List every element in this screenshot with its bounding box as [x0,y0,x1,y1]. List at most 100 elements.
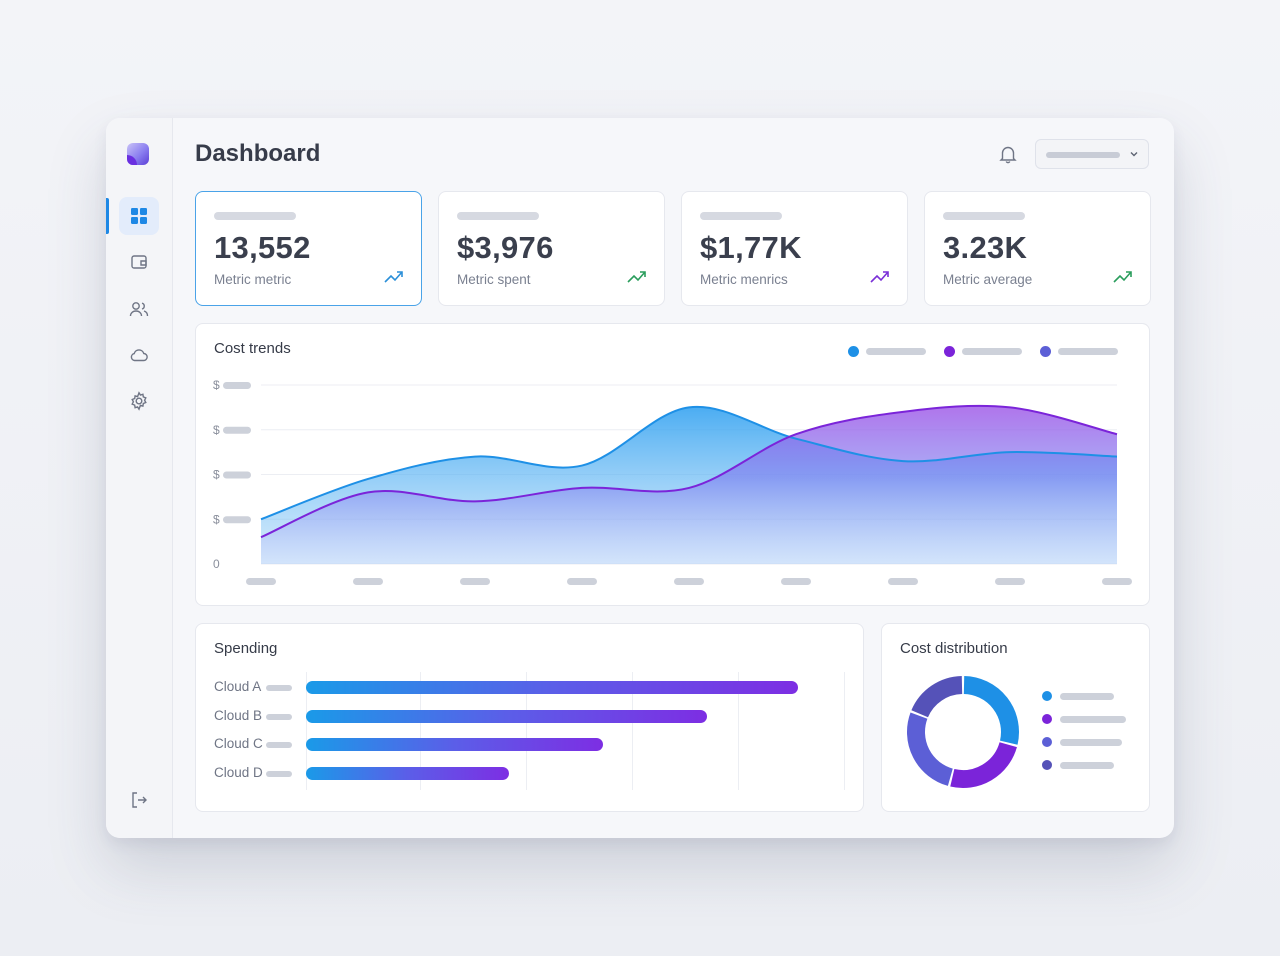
legend-label-placeholder [1060,715,1126,723]
legend-item [1042,714,1126,724]
metric-card[interactable]: $1,77K Metric menrics [681,191,908,306]
account-name-placeholder [1046,152,1120,158]
cost-trends-card: Cost trends [195,323,1150,606]
x-tick-placeholder [460,578,490,585]
spending-bar[interactable] [306,709,708,723]
legend-dot [1042,760,1052,770]
app-logo [127,143,149,165]
cost-distribution-card: Cost distribution [881,623,1150,812]
sidebar-item-cloud[interactable] [119,336,159,374]
legend-dot [848,346,859,357]
legend-label-placeholder [962,348,1022,355]
trend-up-icon [627,271,646,283]
legend-label-placeholder [866,348,926,355]
y-tick-label: $ [213,423,220,437]
cost-distribution-donut [907,676,1019,788]
users-icon [129,302,149,317]
chart-title: Cost trends [214,340,291,357]
x-tick-placeholder [1102,578,1132,585]
legend-dot [1042,714,1052,724]
bell-icon [999,146,1017,164]
gridline [844,672,845,790]
x-tick-placeholder [246,578,276,585]
sidebar-item-users[interactable] [119,290,159,328]
chevron-down-icon [1130,152,1138,157]
dashboard-icon [131,208,147,224]
series-line [260,404,1118,539]
legend-item [1042,737,1122,747]
account-dropdown[interactable] [1035,139,1149,169]
donut-slice[interactable] [907,712,954,786]
donut-slice[interactable] [911,676,963,718]
wallet-icon [131,255,147,269]
logout-icon [132,792,147,808]
distribution-title: Cost distribution [900,640,1008,657]
y-tick-label: $ [213,512,220,526]
trend-up-icon [384,271,403,283]
metric-title-placeholder [457,212,539,220]
active-nav-indicator [106,198,109,234]
gridline [632,672,633,790]
metric-value: 13,552 [214,230,311,265]
gridline [306,672,307,790]
x-tick-placeholder [995,578,1025,585]
metric-label: Metric menrics [700,272,788,287]
logout-button[interactable] [119,781,159,819]
bar-label: Cloud C [214,736,263,751]
spending-bar[interactable] [306,738,603,751]
spending-bar[interactable] [306,681,799,694]
donut-slice[interactable] [950,741,1017,788]
series-line [260,405,1118,521]
cloud-icon [130,349,148,362]
legend-item [1042,691,1114,701]
metric-card[interactable]: 3.23K Metric average [924,191,1151,306]
legend-dot [1040,346,1051,357]
legend-item [1040,346,1118,357]
x-tick-placeholder [781,578,811,585]
donut-slice[interactable] [963,676,1019,745]
app-window: Dashboard 13,552 Metric metric $3,976 [106,118,1174,838]
metric-card[interactable]: $3,976 Metric spent [438,191,665,306]
legend-item [944,346,1022,357]
spending-bar[interactable] [306,766,510,780]
sidebar-item-dashboard[interactable] [119,197,159,235]
y-tick-label: $ [213,378,220,392]
notifications-button[interactable] [999,144,1017,169]
metric-value: $1,77K [700,230,802,265]
sidebar-item-settings[interactable] [119,382,159,420]
bar-label: Cloud B [214,707,263,723]
legend-label-placeholder [1058,348,1118,355]
metric-card[interactable]: 13,552 Metric metric [195,191,422,306]
y-tick-placeholder [223,426,251,434]
trend-up-icon [1113,271,1132,283]
sidebar-item-wallet[interactable] [119,243,159,281]
x-tick-placeholder [674,578,704,585]
legend-dot [1042,737,1052,747]
x-tick-placeholder [888,578,918,585]
spending-card: Spending Cloud A Cloud B Cloud C Cloud D [195,623,864,812]
metric-label: Metric spent [457,272,531,287]
metric-title-placeholder [943,212,1025,220]
metric-label: Metric average [943,272,1033,287]
gridline [738,672,739,790]
page-title: Dashboard [195,140,321,167]
y-tick-placeholder [223,471,251,479]
metric-value: $3,976 [457,230,554,265]
gear-icon [131,391,147,411]
legend-label-placeholder [1060,738,1122,746]
x-tick-placeholder [567,578,597,585]
legend-item [848,346,926,357]
bar-label-placeholder [266,770,292,777]
spending-title: Spending [214,640,278,657]
metric-title-placeholder [214,212,296,220]
metric-label: Metric metric [214,272,292,287]
bar-label: Cloud A [214,679,262,694]
legend-dot [944,346,955,357]
gridline [526,672,527,790]
trend-up-icon [870,271,889,283]
bar-label-placeholder [266,742,292,748]
y-tick-placeholder [223,516,251,524]
legend-label-placeholder [1060,761,1114,769]
legend-label-placeholder [1060,692,1114,700]
bar-label: Cloud D [214,764,263,780]
